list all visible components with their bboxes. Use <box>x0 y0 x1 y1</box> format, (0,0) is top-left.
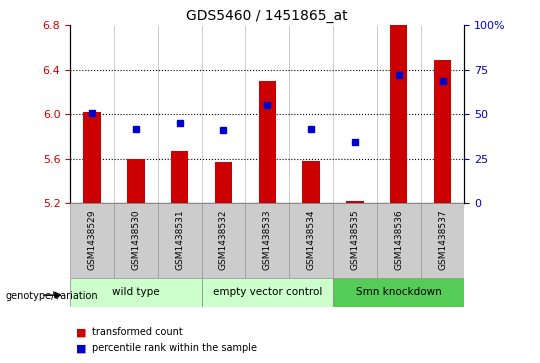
Text: ■: ■ <box>76 327 86 337</box>
Bar <box>70 278 201 307</box>
Bar <box>201 203 245 278</box>
Bar <box>346 201 363 203</box>
Text: GSM1438529: GSM1438529 <box>87 209 97 270</box>
Text: transformed count: transformed count <box>92 327 183 337</box>
Text: GSM1438532: GSM1438532 <box>219 209 228 270</box>
Bar <box>70 203 114 278</box>
Bar <box>390 25 408 203</box>
Text: GSM1438535: GSM1438535 <box>350 209 360 270</box>
Text: GSM1438537: GSM1438537 <box>438 209 447 270</box>
Bar <box>421 203 464 278</box>
Bar <box>158 203 201 278</box>
Text: ■: ■ <box>76 343 86 354</box>
Text: GSM1438534: GSM1438534 <box>307 209 315 270</box>
Text: Smn knockdown: Smn knockdown <box>356 287 442 297</box>
Bar <box>377 203 421 278</box>
Bar <box>201 278 333 307</box>
Text: GSM1438531: GSM1438531 <box>175 209 184 270</box>
Text: wild type: wild type <box>112 287 160 297</box>
Text: GSM1438533: GSM1438533 <box>263 209 272 270</box>
Bar <box>114 203 158 278</box>
Text: GSM1438530: GSM1438530 <box>131 209 140 270</box>
Bar <box>333 203 377 278</box>
Bar <box>333 278 464 307</box>
Text: genotype/variation: genotype/variation <box>5 291 98 301</box>
Text: GSM1438536: GSM1438536 <box>394 209 403 270</box>
Bar <box>245 203 289 278</box>
Bar <box>259 81 276 203</box>
Bar <box>302 161 320 203</box>
Bar <box>289 203 333 278</box>
Title: GDS5460 / 1451865_at: GDS5460 / 1451865_at <box>186 9 348 23</box>
Bar <box>83 112 101 203</box>
Bar <box>127 159 145 203</box>
Text: empty vector control: empty vector control <box>213 287 322 297</box>
Bar <box>215 162 232 203</box>
Bar <box>171 151 188 203</box>
Bar <box>434 60 451 203</box>
Text: percentile rank within the sample: percentile rank within the sample <box>92 343 257 354</box>
